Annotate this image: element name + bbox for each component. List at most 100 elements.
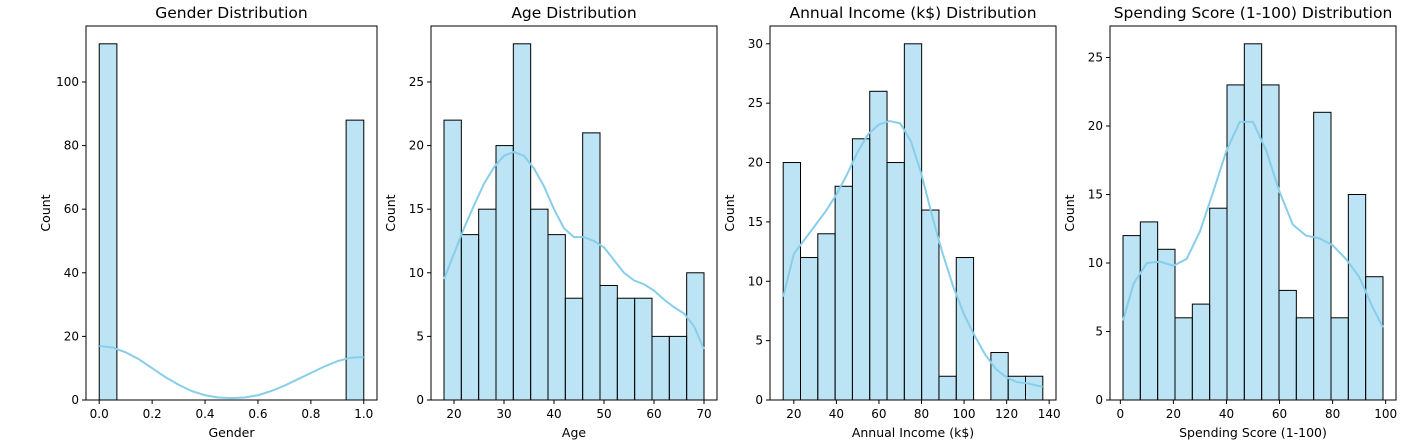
x-tick-label: 40 [546, 407, 561, 421]
histogram-bar [903, 43, 923, 401]
histogram-bar [599, 285, 618, 401]
histogram-bar [460, 234, 480, 401]
histogram-bar [1024, 375, 1044, 401]
y-axis-label: Count [383, 194, 398, 231]
x-tick-label: 60 [871, 407, 886, 421]
y-tick-label: 20 [1088, 119, 1103, 133]
x-tick-label: 20 [1166, 407, 1181, 421]
x-axis-label: Gender [208, 425, 255, 440]
y-tick-label: 100 [56, 75, 79, 89]
histogram-bar [1191, 303, 1211, 401]
histogram-bar [564, 297, 584, 401]
y-tick-label: 80 [64, 139, 79, 153]
x-tick-label: 0.0 [90, 407, 109, 421]
histogram-bar [1243, 43, 1263, 401]
histogram-bar [800, 257, 819, 401]
x-tick-label: 0 [1117, 407, 1125, 421]
y-tick-label: 15 [1088, 188, 1103, 202]
histogram-bar [668, 335, 688, 401]
histogram-bar [512, 43, 532, 401]
y-axis-label: Count [1062, 194, 1077, 231]
histogram-bar [478, 208, 497, 401]
y-tick-label: 5 [1095, 325, 1103, 339]
histogram-bar [634, 297, 653, 401]
histogram-bar [651, 335, 670, 401]
histogram-bar [1278, 289, 1297, 401]
y-tick-label: 40 [64, 266, 79, 280]
histogram-bar [921, 209, 940, 401]
x-tick-label: 70 [696, 407, 711, 421]
y-tick-label: 5 [416, 329, 424, 343]
chart-panel-2: 20 30 40 50 60 70 0 5 10 15 20 25 Age Distribution Ag… [383, 4, 718, 440]
x-axis-label: Annual Income (k$) [852, 425, 974, 440]
histogram-bar [1330, 317, 1349, 401]
x-tick-label: 120 [995, 407, 1018, 421]
axes-frame [1109, 25, 1397, 401]
x-tick-label: 0.4 [195, 407, 214, 421]
y-tick-label: 20 [748, 156, 763, 170]
chart-panel-3: 20 40 60 80 100 120 140 0 5 10 15 20 25 30 Annual Inco… [722, 4, 1061, 440]
bars [443, 43, 705, 401]
y-tick-label: 30 [748, 37, 763, 51]
histogram-bar [686, 272, 705, 401]
x-tick-label: 20 [786, 407, 801, 421]
y-tick-label: 60 [64, 202, 79, 216]
y-tick-label: 0 [755, 393, 763, 407]
bars [98, 43, 365, 401]
x-tick-label: 100 [1374, 407, 1397, 421]
x-tick-label: 100 [953, 407, 976, 421]
x-tick-label: 60 [1272, 407, 1287, 421]
y-axis-label: Count [722, 194, 737, 231]
y-tick-label: 25 [1088, 51, 1103, 65]
y-tick-label: 0 [71, 393, 79, 407]
histogram-bar [938, 375, 957, 401]
y-tick-label: 0 [416, 393, 424, 407]
chart-title: Spending Score (1-100) Distribution [1114, 4, 1393, 22]
x-tick-label: 20 [446, 407, 461, 421]
bars [1122, 43, 1384, 401]
histogram-bar [547, 234, 566, 401]
x-tick-label: 30 [496, 407, 511, 421]
histogram-bar [869, 90, 888, 401]
x-tick-label: 80 [1325, 407, 1340, 421]
chart-title: Age Distribution [511, 4, 636, 22]
x-tick-label: 140 [1038, 407, 1061, 421]
histogram-bar [1122, 235, 1141, 401]
y-tick-label: 5 [755, 334, 763, 348]
y-axis-label: Count [38, 194, 53, 231]
y-tick-label: 25 [409, 75, 424, 89]
y-tick-label: 10 [1088, 256, 1103, 270]
y-tick-label: 20 [409, 139, 424, 153]
x-tick-label: 1.0 [354, 407, 373, 421]
x-tick-label: 0.6 [248, 407, 267, 421]
histogram-bar [1139, 221, 1159, 401]
x-axis-label: Age [562, 425, 586, 440]
x-axis-label: Spending Score (1-100) [1179, 425, 1327, 440]
y-tick-label: 15 [409, 202, 424, 216]
x-tick-label: 60 [646, 407, 661, 421]
x-tick-label: 0.8 [301, 407, 320, 421]
kde-line [782, 119, 1044, 388]
histogram-bar [1261, 84, 1280, 401]
axes-frame [85, 25, 378, 401]
chart-title: Gender Distribution [155, 4, 307, 22]
x-tick-label: 0.2 [143, 407, 162, 421]
histogram-bar [582, 132, 601, 401]
histogram-bar [782, 162, 802, 401]
histogram-bar [851, 138, 871, 401]
chart-panel-1: 0.0 0.2 0.4 0.6 0.8 1.0 0 20 40 60 80 100 Gender Dis… [38, 4, 378, 440]
x-tick-label: 40 [829, 407, 844, 421]
histogram-bar [1295, 317, 1315, 401]
bars [782, 43, 1044, 401]
y-tick-label: 15 [748, 215, 763, 229]
y-tick-label: 0 [1095, 393, 1103, 407]
histogram-bar [616, 297, 636, 401]
histogram-bar [495, 145, 514, 401]
histogram-bar [1209, 207, 1228, 401]
x-tick-label: 80 [914, 407, 929, 421]
chart-title: Annual Income (k$) Distribution [789, 4, 1036, 22]
histogram-bar [443, 119, 462, 401]
y-tick-label: 20 [64, 329, 79, 343]
histogram-bar [834, 185, 853, 401]
